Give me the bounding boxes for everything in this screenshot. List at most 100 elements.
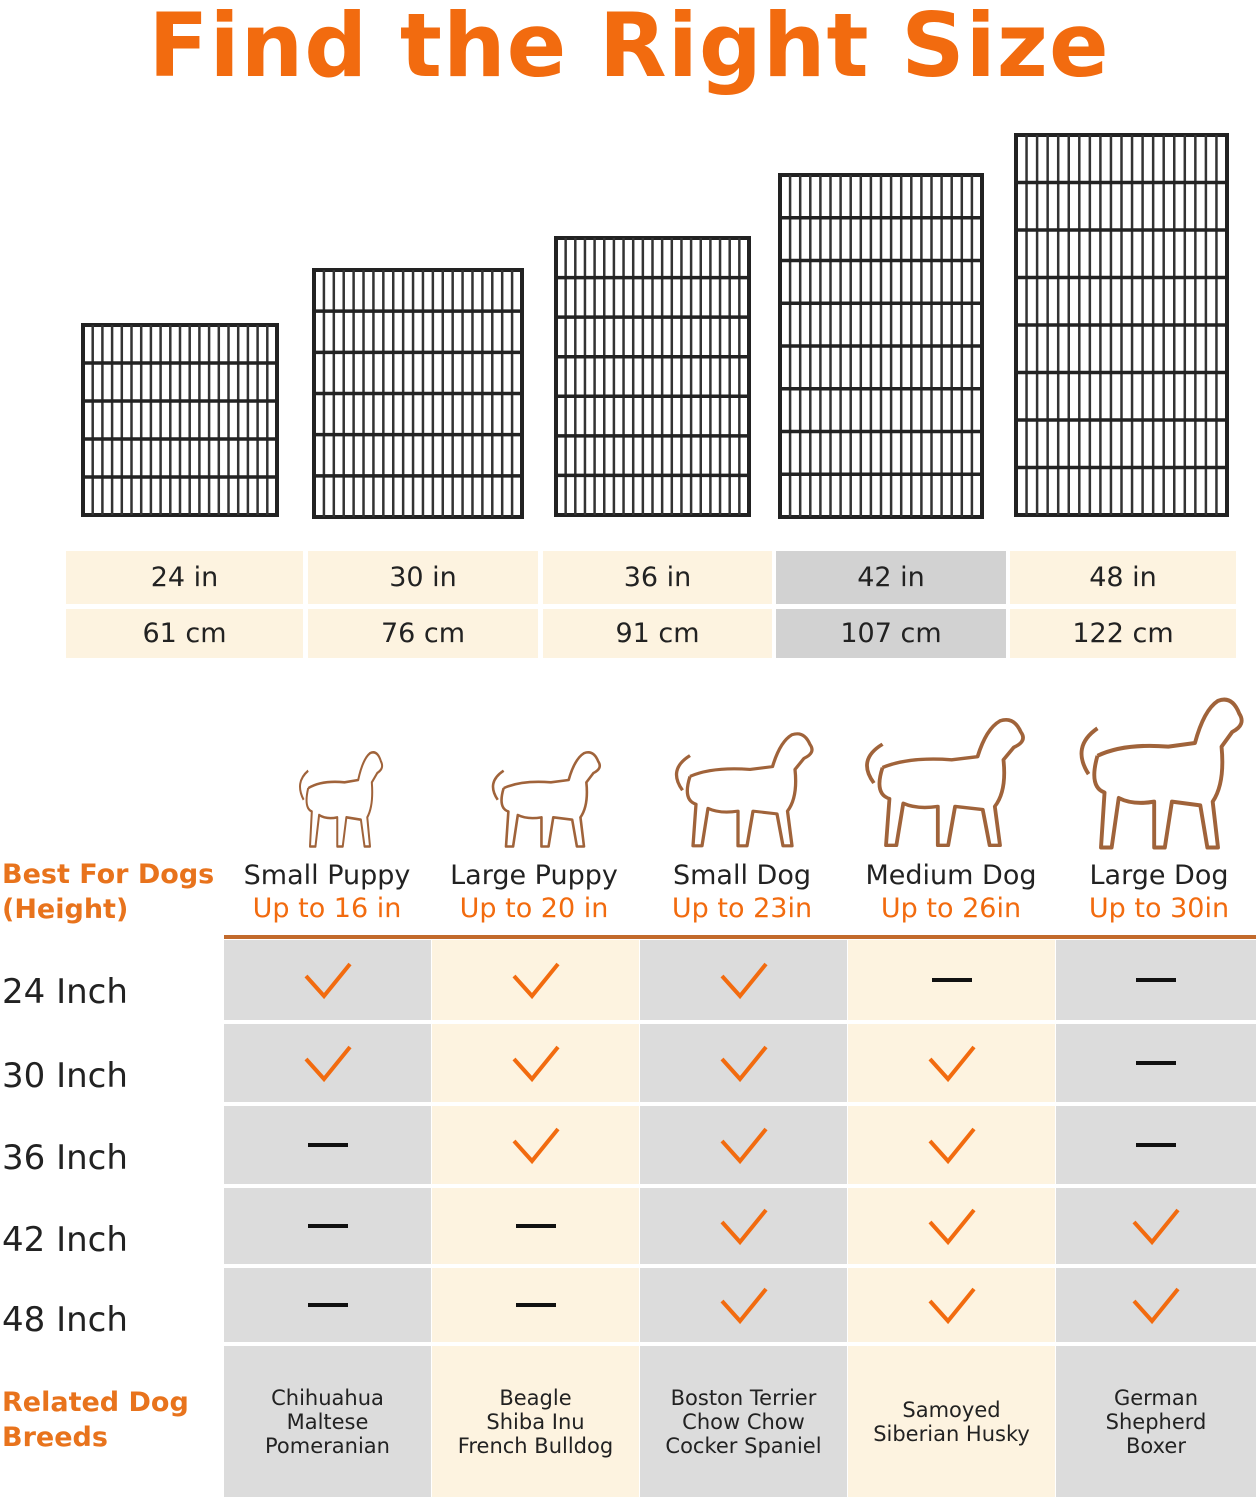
fit-cell bbox=[432, 940, 639, 1020]
fit-cell bbox=[1056, 1106, 1256, 1184]
related-breeds-cell: Samoyed Siberian Husky bbox=[848, 1346, 1055, 1497]
size-inches-cell: 30 in bbox=[308, 551, 538, 604]
page-title: Find the Right Size bbox=[148, 0, 1110, 97]
dog-outline-icon bbox=[674, 732, 814, 848]
breed-name: Siberian Husky bbox=[873, 1421, 1030, 1446]
fit-cell bbox=[848, 1106, 1055, 1184]
breed-name: Boxer bbox=[1126, 1433, 1186, 1458]
fit-cell bbox=[640, 1106, 847, 1184]
related-label-line1: Related Dog bbox=[2, 1387, 189, 1418]
related-breeds-cell: Beagle Shiba Inu French Bulldog bbox=[432, 1346, 639, 1497]
fit-cell bbox=[432, 1024, 639, 1102]
row-label-36-inch: 36 Inch bbox=[2, 1138, 128, 1178]
checkmark-icon bbox=[512, 1127, 560, 1165]
dog-size-name: Small Puppy bbox=[243, 860, 411, 891]
size-inches-cell: 42 in bbox=[776, 551, 1006, 604]
dog-size-name: Large Puppy bbox=[450, 860, 618, 891]
breed-name: Chow Chow bbox=[682, 1409, 805, 1434]
checkmark-icon bbox=[720, 1127, 768, 1165]
fit-cell bbox=[848, 940, 1055, 1020]
header-rule bbox=[224, 935, 1256, 939]
size-inches-cell: 24 in bbox=[66, 551, 303, 604]
size-cm-cell: 76 cm bbox=[308, 609, 538, 658]
fit-cell bbox=[1056, 1188, 1256, 1264]
dog-size-name: Small Dog bbox=[672, 860, 812, 891]
fit-cell bbox=[848, 1024, 1055, 1102]
checkmark-icon bbox=[1132, 1287, 1180, 1325]
dog-height-limit: Up to 30in bbox=[1088, 893, 1230, 924]
dog-size-name: Medium Dog bbox=[865, 860, 1037, 891]
checkmark-icon bbox=[304, 1045, 352, 1083]
breed-name: French Bulldog bbox=[457, 1433, 614, 1458]
dog-height-limit: Up to 26in bbox=[880, 893, 1022, 924]
breed-name: Boston Terrier bbox=[670, 1385, 817, 1410]
dog-height-limit: Up to 20 in bbox=[459, 893, 609, 924]
checkmark-icon bbox=[928, 1287, 976, 1325]
checkmark-icon bbox=[928, 1127, 976, 1165]
size-cm-cell: 107 cm bbox=[776, 609, 1006, 658]
breed-name: Samoyed bbox=[902, 1397, 1001, 1422]
related-breeds-cell: Chihuahua Maltese Pomeranian bbox=[224, 1346, 431, 1497]
fit-cell bbox=[224, 940, 431, 1020]
size-inches-cell: 36 in bbox=[543, 551, 772, 604]
crate-panel-48in bbox=[1014, 133, 1229, 517]
fit-cell bbox=[1056, 1024, 1256, 1102]
dash-icon bbox=[307, 1143, 348, 1147]
fit-cell bbox=[640, 1024, 847, 1102]
best-for-label: Best For Dogs (Height) bbox=[2, 857, 214, 927]
dash-icon bbox=[1136, 1143, 1176, 1147]
checkmark-icon bbox=[1132, 1208, 1180, 1246]
dog-outline-icon bbox=[865, 718, 1025, 848]
fit-cell bbox=[640, 940, 847, 1020]
breed-name: Pomeranian bbox=[265, 1433, 390, 1458]
size-cm-cell: 91 cm bbox=[543, 609, 772, 658]
checkmark-icon bbox=[512, 1045, 560, 1083]
size-cm-cell: 61 cm bbox=[66, 609, 303, 658]
dog-height-limit: Up to 23in bbox=[671, 893, 813, 924]
size-inches-cell: 48 in bbox=[1010, 551, 1236, 604]
related-breeds-cell: Boston Terrier Chow Chow Cocker Spaniel bbox=[640, 1346, 847, 1497]
fit-cell bbox=[848, 1188, 1055, 1264]
crate-panel-42in bbox=[778, 173, 984, 519]
fit-cell bbox=[1056, 1268, 1256, 1342]
dog-height-limit: Up to 16 in bbox=[252, 893, 402, 924]
dog-outline-icon bbox=[491, 751, 602, 848]
related-breeds-cell: German Shepherd Boxer bbox=[1056, 1346, 1256, 1497]
dash-icon bbox=[931, 978, 972, 982]
checkmark-icon bbox=[720, 962, 768, 1000]
checkmark-icon bbox=[928, 1208, 976, 1246]
dog-outline-icon bbox=[1079, 697, 1244, 850]
fit-cell bbox=[640, 1268, 847, 1342]
dash-icon bbox=[515, 1303, 556, 1307]
related-label-line2: Breeds bbox=[2, 1422, 108, 1453]
checkmark-icon bbox=[928, 1045, 976, 1083]
breed-name: German bbox=[1113, 1385, 1199, 1410]
dash-icon bbox=[1136, 1061, 1176, 1065]
best-for-label-line1: Best For Dogs bbox=[2, 859, 215, 890]
row-label-30-inch: 30 Inch bbox=[2, 1056, 128, 1096]
checkmark-icon bbox=[304, 962, 352, 1000]
checkmark-icon bbox=[720, 1045, 768, 1083]
fit-cell bbox=[848, 1268, 1055, 1342]
crate-panel-30in bbox=[312, 268, 524, 519]
row-label-24-inch: 24 Inch bbox=[2, 972, 128, 1012]
size-cm-cell: 122 cm bbox=[1010, 609, 1236, 658]
fit-cell bbox=[1056, 940, 1256, 1020]
fit-cell bbox=[432, 1106, 639, 1184]
dash-icon bbox=[515, 1224, 556, 1228]
dog-size-name: Large Dog bbox=[1089, 860, 1229, 891]
dash-icon bbox=[307, 1303, 348, 1307]
breed-name: Maltese bbox=[286, 1409, 369, 1434]
fit-cell bbox=[432, 1268, 639, 1342]
breed-name: Shiba Inu bbox=[486, 1409, 585, 1434]
checkmark-icon bbox=[720, 1208, 768, 1246]
fit-cell bbox=[224, 1024, 431, 1102]
fit-cell bbox=[224, 1188, 431, 1264]
crate-panel-24in bbox=[81, 323, 279, 517]
fit-cell bbox=[224, 1106, 431, 1184]
fit-cell bbox=[224, 1268, 431, 1342]
related-breeds-label: Related Dog Breeds bbox=[2, 1385, 189, 1455]
fit-cell bbox=[640, 1188, 847, 1264]
dog-outline-icon bbox=[299, 751, 384, 848]
